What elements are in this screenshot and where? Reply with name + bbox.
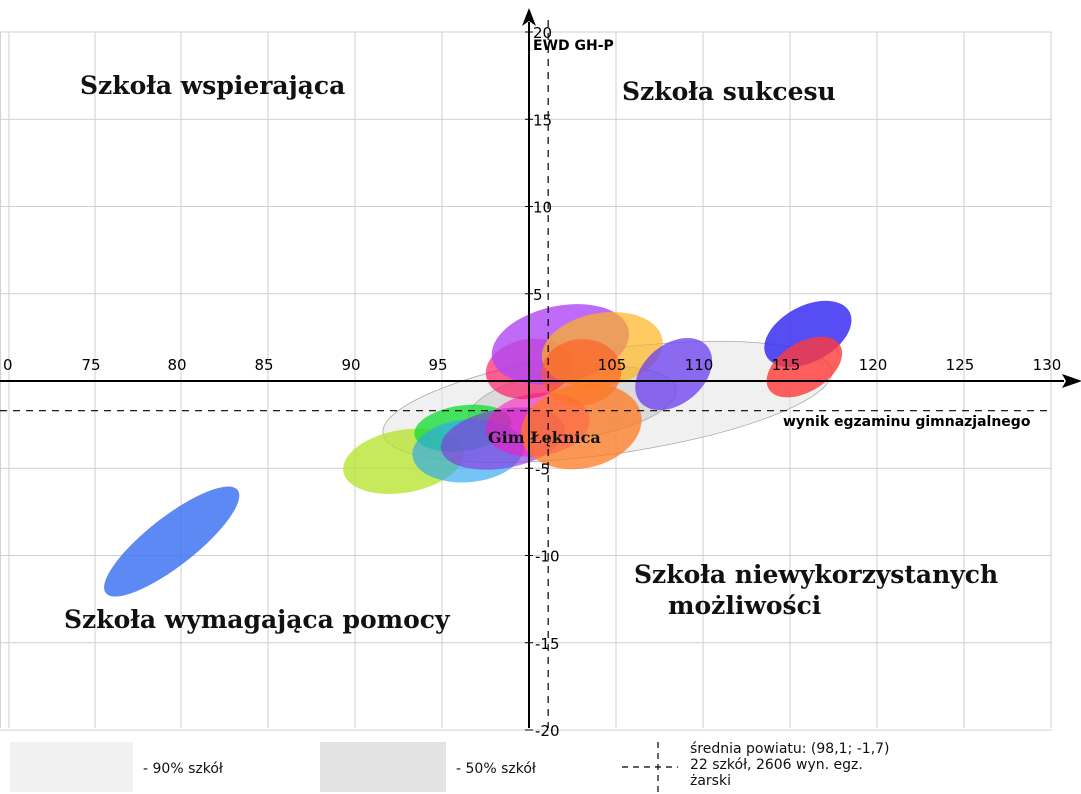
school-ellipse-15 bbox=[766, 336, 843, 398]
quadrant-label-bottom-right-line2: możliwości bbox=[668, 591, 821, 620]
y-tick-label: -15 bbox=[535, 635, 560, 653]
x-tick-label: 105 bbox=[598, 356, 627, 374]
x-tick-label: 125 bbox=[946, 356, 975, 374]
legend-swatch-50 bbox=[320, 742, 446, 792]
ellipses-layer bbox=[104, 300, 852, 597]
school-annotation: Gim Łęknica bbox=[488, 428, 601, 447]
quadrant-label-bottom-left: Szkoła wymagająca pomocy bbox=[64, 605, 451, 634]
legend-info-count: 22 szkół, 2606 wyn. egz. bbox=[690, 757, 863, 773]
y-axis-label: EWD GH-P bbox=[533, 38, 614, 54]
legend-info-mean: średnia powiatu: (98,1; -1,7) bbox=[690, 741, 890, 757]
x-tick-label: 120 bbox=[859, 356, 888, 374]
y-tick-label: -5 bbox=[535, 460, 550, 478]
x-axis-label: wynik egzaminu gimnazjalnego bbox=[783, 414, 1031, 430]
x-tick-label: 0 bbox=[3, 356, 13, 374]
x-tick-label: 95 bbox=[428, 356, 447, 374]
y-tick-label: -20 bbox=[535, 722, 560, 740]
x-tick-label: 130 bbox=[1033, 356, 1062, 374]
x-tick-label: 75 bbox=[81, 356, 100, 374]
x-tick-label: 80 bbox=[167, 356, 186, 374]
legend-swatch-90 bbox=[10, 742, 133, 792]
y-tick-label: 20 bbox=[533, 24, 552, 42]
legend-mean-cross-icon bbox=[622, 742, 678, 792]
x-tick-label: 115 bbox=[772, 356, 801, 374]
legend-label-50: - 50% szkół bbox=[456, 761, 536, 777]
legend-info: średnia powiatu: (98,1; -1,7) 22 szkół, … bbox=[690, 741, 890, 789]
school-ellipse-2 bbox=[104, 486, 240, 597]
x-tick-label: 85 bbox=[254, 356, 273, 374]
y-tick-label: 5 bbox=[533, 286, 543, 304]
school-ellipse-13 bbox=[635, 337, 713, 411]
y-axis-arrow-icon bbox=[522, 8, 536, 26]
legend-info-county: żarski bbox=[690, 773, 731, 789]
x-tick-label: 110 bbox=[685, 356, 714, 374]
x-axis-arrow-icon bbox=[1062, 374, 1081, 388]
y-tick-label: 15 bbox=[533, 111, 552, 129]
y-tick-label: 10 bbox=[533, 199, 552, 217]
tick-labels: 0 75 80 85 90 95 105 110 115 120 125 1302015105-5-1… bbox=[3, 24, 1061, 740]
quadrant-label-bottom-right-line1: Szkoła niewykorzystanych bbox=[634, 560, 998, 589]
quadrant-label-top-left: Szkoła wspierająca bbox=[80, 71, 345, 100]
school-ellipse-12 bbox=[520, 383, 642, 470]
y-tick-label: -10 bbox=[535, 548, 560, 566]
axes bbox=[0, 8, 1081, 731]
quadrant-label-top-right: Szkoła sukcesu bbox=[622, 77, 836, 106]
x-tick-label: 90 bbox=[341, 356, 360, 374]
legend-label-90: - 90% szkół bbox=[143, 761, 223, 777]
